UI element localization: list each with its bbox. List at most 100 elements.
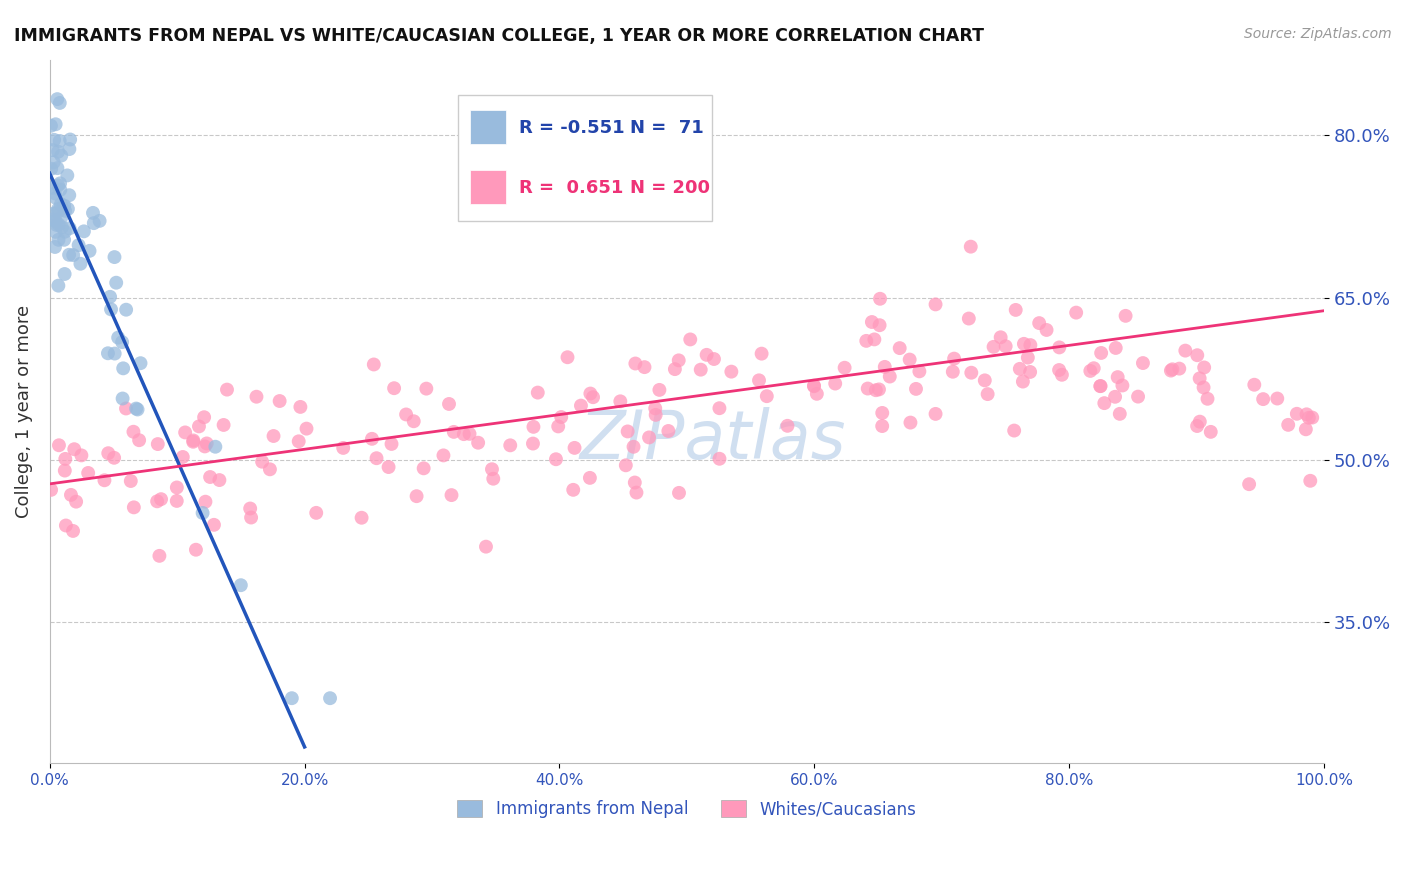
Point — [959, 240, 981, 254]
Point — [976, 387, 998, 401]
Point — [751, 346, 773, 360]
Point — [748, 373, 770, 387]
Point — [229, 578, 252, 592]
Point — [1298, 410, 1320, 425]
Point — [181, 434, 204, 449]
Point — [49, 183, 72, 197]
Point — [942, 365, 965, 379]
Point — [42, 133, 65, 147]
Point — [104, 346, 127, 360]
Point — [1090, 379, 1112, 393]
Point — [679, 333, 702, 347]
Point — [960, 366, 983, 380]
Point — [79, 244, 101, 258]
Point — [41, 212, 63, 227]
Point — [112, 361, 135, 376]
Point — [856, 382, 879, 396]
Point — [166, 494, 188, 508]
Point — [1174, 343, 1197, 358]
Point — [59, 221, 82, 235]
Point — [1035, 323, 1057, 337]
Point — [215, 383, 238, 397]
Point — [198, 470, 221, 484]
Point — [443, 425, 465, 439]
Text: Source: ZipAtlas.com: Source: ZipAtlas.com — [1244, 27, 1392, 41]
Point — [65, 494, 87, 508]
Point — [803, 378, 825, 392]
Point — [49, 95, 72, 110]
Point — [499, 438, 522, 452]
Point — [633, 360, 655, 375]
Point — [59, 488, 82, 502]
Point — [869, 292, 891, 306]
Point — [806, 386, 828, 401]
Point — [481, 462, 503, 476]
Point — [287, 434, 309, 449]
Point — [269, 394, 291, 409]
Point — [55, 518, 77, 533]
Point — [1295, 422, 1317, 436]
FancyBboxPatch shape — [470, 170, 506, 204]
Point — [56, 202, 79, 216]
Point — [46, 92, 69, 106]
Point — [69, 257, 91, 271]
Point — [1188, 415, 1211, 429]
Point — [100, 302, 122, 317]
Point — [97, 346, 120, 360]
Point — [579, 386, 602, 401]
Point — [616, 425, 638, 439]
Point — [990, 330, 1012, 344]
Point — [1251, 392, 1274, 406]
Point — [53, 225, 76, 239]
Point — [115, 302, 138, 317]
Point — [709, 401, 731, 416]
Point — [1192, 380, 1215, 394]
Point — [1188, 371, 1211, 385]
Point — [1078, 364, 1101, 378]
Point — [623, 440, 645, 454]
Point — [46, 217, 69, 231]
Point — [402, 414, 425, 428]
Point — [720, 365, 742, 379]
Point — [48, 438, 70, 452]
Point — [77, 466, 100, 480]
Point — [183, 434, 205, 448]
Point — [437, 397, 460, 411]
Point — [957, 311, 980, 326]
Point — [93, 473, 115, 487]
Point — [128, 433, 150, 447]
Point — [51, 211, 73, 225]
Point — [212, 417, 235, 432]
Point — [42, 155, 65, 169]
Point — [482, 472, 505, 486]
Point — [363, 358, 385, 372]
Point — [644, 401, 666, 416]
Point — [1092, 396, 1115, 410]
Point — [689, 362, 711, 376]
Point — [103, 250, 125, 264]
Point — [250, 455, 273, 469]
Point — [703, 351, 725, 366]
Point — [1064, 305, 1087, 319]
Point — [105, 276, 128, 290]
Point — [709, 451, 731, 466]
Point — [664, 362, 686, 376]
Point — [994, 339, 1017, 353]
Point — [1004, 302, 1026, 317]
Point — [879, 369, 901, 384]
Point — [204, 440, 226, 454]
Point — [869, 318, 891, 333]
Point — [46, 204, 69, 219]
Point — [557, 350, 579, 364]
Point — [122, 500, 145, 515]
Point — [377, 460, 399, 475]
Point — [67, 238, 90, 252]
Point — [44, 186, 66, 201]
Point — [834, 360, 856, 375]
Point — [58, 142, 80, 156]
Point — [522, 420, 544, 434]
Point — [668, 486, 690, 500]
Point — [1107, 370, 1129, 384]
Point — [870, 406, 893, 420]
Point — [146, 494, 169, 508]
